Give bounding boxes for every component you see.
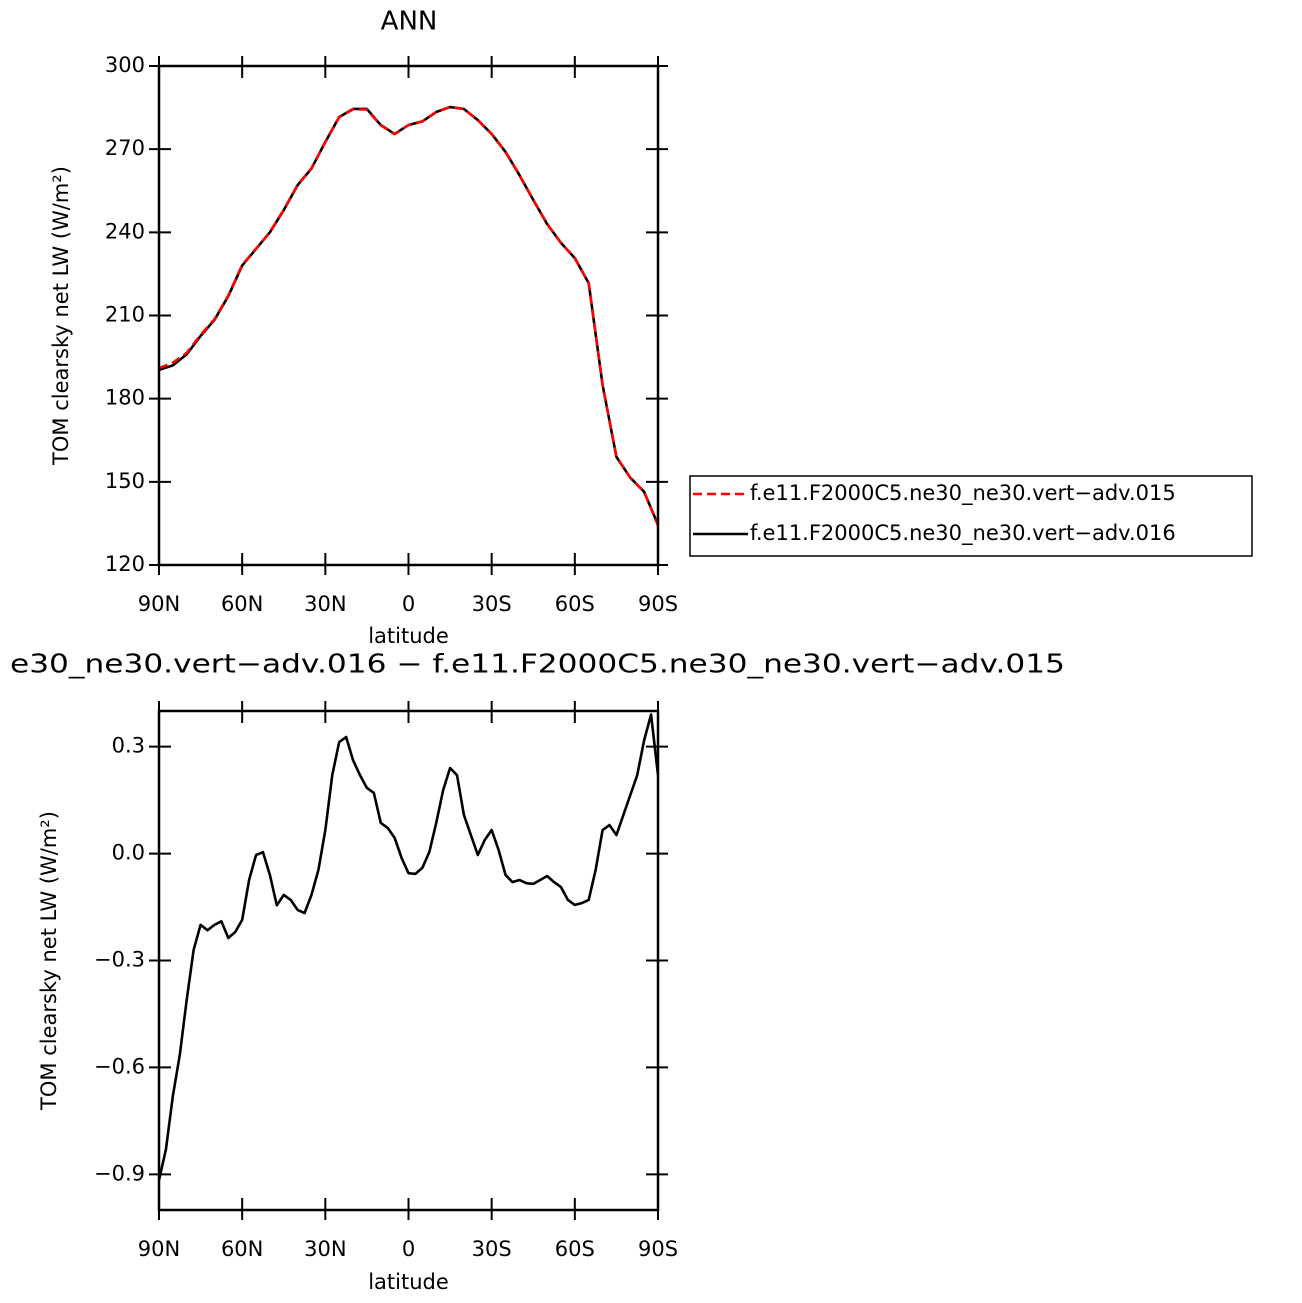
- chart-title: e30_ne30.vert−adv.016 − f.e11.F2000C5.ne…: [10, 650, 1065, 680]
- x-tick-label: 0: [402, 1237, 415, 1261]
- x-tick-label: 60N: [221, 1237, 263, 1261]
- y-tick-label: 150: [105, 469, 145, 493]
- y-tick-label: −0.3: [94, 948, 145, 972]
- plot-frame: [157, 709, 660, 1212]
- data-line: [158, 105, 660, 526]
- legend-box: [689, 475, 1253, 557]
- y-tick-label: 300: [105, 53, 145, 77]
- y-tick-label: −0.9: [94, 1161, 145, 1185]
- chart-title: ANN: [381, 7, 438, 37]
- y-tick-label: −0.6: [94, 1054, 145, 1078]
- x-tick-label: 60N: [221, 592, 263, 616]
- y-axis-label: TOM clearsky net LW (W/m²): [37, 811, 61, 1111]
- x-tick-label: 90S: [638, 1237, 678, 1261]
- y-tick-label: 0.0: [112, 841, 145, 865]
- plot-frame: [157, 64, 660, 567]
- x-axis-label: latitude: [368, 1270, 449, 1294]
- x-tick-label: 60S: [555, 592, 595, 616]
- y-tick-label: 210: [105, 303, 145, 327]
- x-tick-label: 30N: [304, 592, 346, 616]
- x-tick-label: 90S: [638, 592, 678, 616]
- data-line: [158, 105, 660, 526]
- y-tick-label: 120: [105, 552, 145, 576]
- y-tick-label: 240: [105, 219, 145, 243]
- x-tick-label: 30S: [472, 592, 512, 616]
- legend-label: f.e11.F2000C5.ne30_ne30.vert−adv.016: [750, 521, 1176, 546]
- x-tick-label: 60S: [555, 1237, 595, 1261]
- x-tick-label: 90N: [138, 592, 180, 616]
- x-tick-label: 30S: [472, 1237, 512, 1261]
- y-axis-label: TOM clearsky net LW (W/m²): [49, 166, 73, 466]
- y-tick-label: 180: [105, 386, 145, 410]
- data-line: [157, 713, 660, 1181]
- y-tick-label: 0.3: [112, 734, 145, 758]
- x-tick-label: 90N: [138, 1237, 180, 1261]
- x-tick-label: 0: [402, 592, 415, 616]
- x-axis-label: latitude: [368, 624, 449, 648]
- x-tick-label: 30N: [304, 1237, 346, 1261]
- legend-label: f.e11.F2000C5.ne30_ne30.vert−adv.015: [750, 481, 1176, 506]
- y-tick-label: 270: [105, 136, 145, 160]
